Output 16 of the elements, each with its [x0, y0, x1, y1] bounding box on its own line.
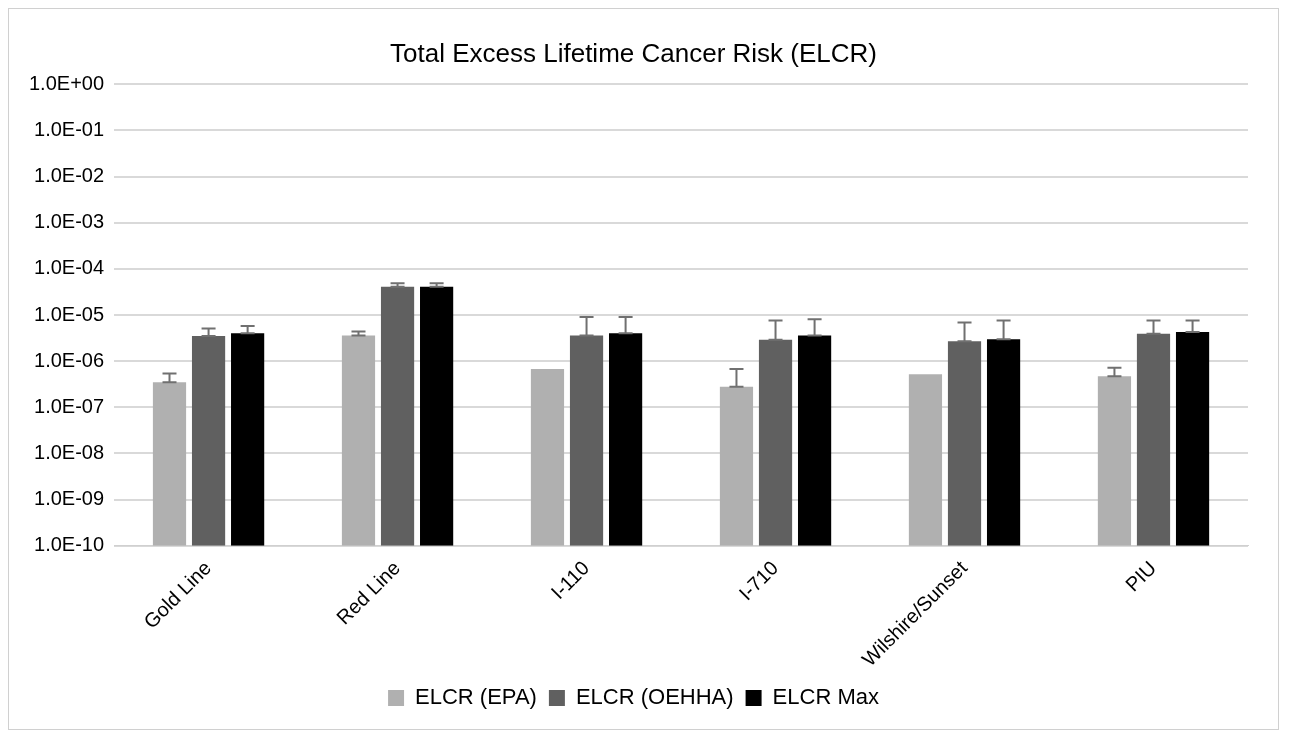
x-tick-label: PIU — [1121, 556, 1161, 596]
y-tick-label: 1.0E-04 — [34, 256, 105, 279]
y-tick-label: 1.0E-10 — [34, 533, 105, 556]
y-tick-label: 1.0E-08 — [34, 440, 105, 463]
y-tick-label: 1.0E-05 — [34, 302, 105, 325]
y-tick-label: 1.0E-07 — [34, 394, 105, 417]
y-tick-label: 1.0E-06 — [34, 348, 105, 371]
y-tick-label: 1.0E-09 — [34, 487, 105, 510]
y-tick-label: 1.0E+00 — [28, 71, 105, 94]
y-tick-label: 1.0E-03 — [34, 210, 105, 233]
legend-label: ELCR (EPA) — [415, 684, 537, 710]
chart-title: Total Excess Lifetime Cancer Risk (ELCR) — [390, 37, 877, 68]
legend-label: ELCR (OEHHA) — [575, 684, 734, 710]
y-tick-label: 1.0E-01 — [34, 117, 105, 140]
y-tick-label: 1.0E-02 — [34, 164, 105, 187]
legend-label: ELCR Max — [772, 684, 879, 710]
